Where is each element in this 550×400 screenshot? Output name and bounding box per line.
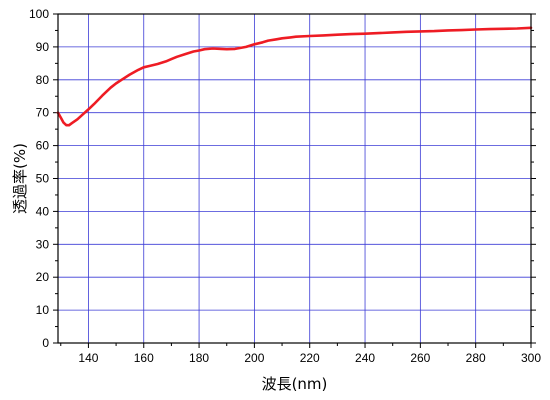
y-tick-label: 100: [29, 7, 49, 21]
y-tick-label: 0: [42, 336, 49, 350]
y-tick-label: 20: [36, 270, 50, 284]
x-tick-label: 140: [78, 351, 98, 365]
x-tick-label: 240: [355, 351, 375, 365]
x-axis-label: 波長(nm): [262, 375, 328, 393]
y-tick-label: 10: [36, 303, 50, 317]
y-tick-label: 60: [36, 139, 50, 153]
y-tick-label: 30: [36, 237, 50, 251]
grid-lines: [58, 14, 531, 343]
transmittance-line: [56, 26, 533, 127]
x-tick-label: 280: [466, 351, 486, 365]
x-tick-label: 160: [134, 351, 154, 365]
x-tick-label: 180: [189, 351, 209, 365]
y-tick-label: 90: [36, 40, 50, 54]
tick-labels: 140 160 180 200 220 240 260 280 300 0 10 20 30 40 50 60…: [29, 7, 541, 365]
y-tick-label: 70: [36, 106, 50, 120]
y-tick-label: 40: [36, 204, 50, 218]
y-axis-label: 透過率(%): [11, 143, 29, 214]
y-tick-label: 80: [36, 73, 50, 87]
y-tick-label: 50: [36, 172, 50, 186]
plot-frame: [57, 13, 532, 344]
x-tick-label: 220: [300, 351, 320, 365]
x-tick-label: 300: [521, 351, 541, 365]
series-layer: [56, 26, 533, 127]
x-tick-label: 260: [410, 351, 430, 365]
x-tick-label: 200: [244, 351, 264, 365]
